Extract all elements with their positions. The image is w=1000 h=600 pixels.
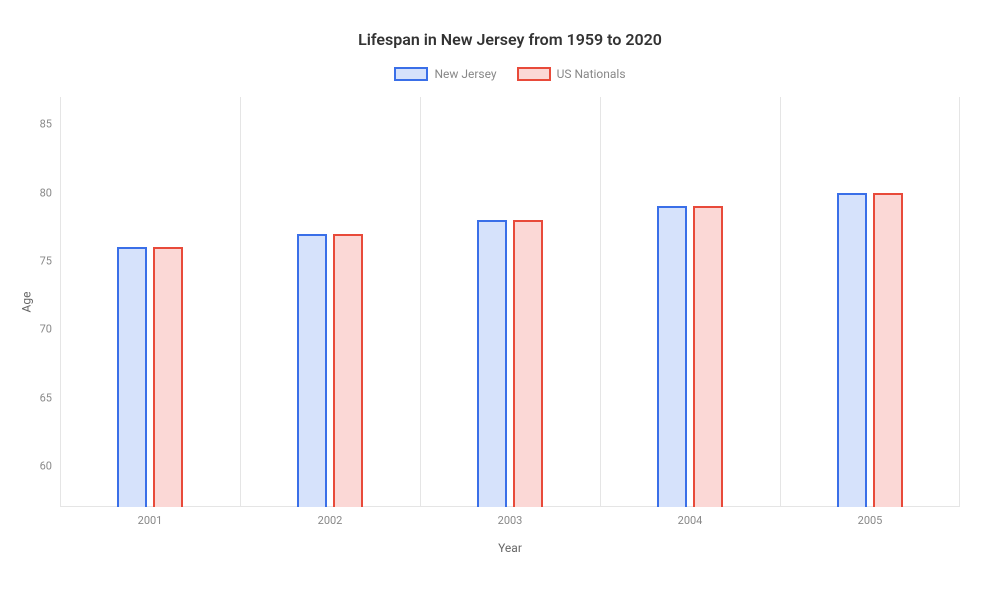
chart-title: Lifespan in New Jersey from 1959 to 2020	[60, 30, 960, 49]
x-tick-label: 2005	[858, 514, 883, 527]
y-tick-label: 85	[40, 118, 52, 131]
chart-container: Lifespan in New Jersey from 1959 to 2020…	[0, 0, 1000, 600]
bar	[693, 206, 723, 507]
y-tick-label: 80	[40, 186, 52, 199]
bar	[333, 234, 363, 507]
legend-item-us-nationals: US Nationals	[517, 67, 626, 81]
y-tick-label: 65	[40, 391, 52, 404]
bar	[657, 206, 687, 507]
x-axis-label: Year	[498, 541, 522, 555]
bar	[477, 220, 507, 507]
x-tick-label: 2002	[318, 514, 343, 527]
bar	[153, 247, 183, 507]
y-tick-label: 70	[40, 323, 52, 336]
x-tick-label: 2003	[498, 514, 523, 527]
x-tick-label: 2001	[138, 514, 163, 527]
legend-label: New Jersey	[434, 67, 496, 81]
bar	[873, 193, 903, 507]
plot-area: Age Year 6065707580852001200220032004200…	[60, 97, 960, 507]
bar	[837, 193, 867, 507]
bar	[297, 234, 327, 507]
x-tick-label: 2004	[678, 514, 703, 527]
y-axis-label: Age	[19, 292, 33, 313]
bar	[117, 247, 147, 507]
y-tick-label: 60	[40, 460, 52, 473]
legend-swatch-icon	[394, 67, 428, 81]
legend-label: US Nationals	[557, 67, 626, 81]
legend: New Jersey US Nationals	[60, 67, 960, 81]
legend-swatch-icon	[517, 67, 551, 81]
legend-item-new-jersey: New Jersey	[394, 67, 496, 81]
bar	[513, 220, 543, 507]
bars-layer	[60, 97, 960, 507]
y-tick-label: 75	[40, 255, 52, 268]
